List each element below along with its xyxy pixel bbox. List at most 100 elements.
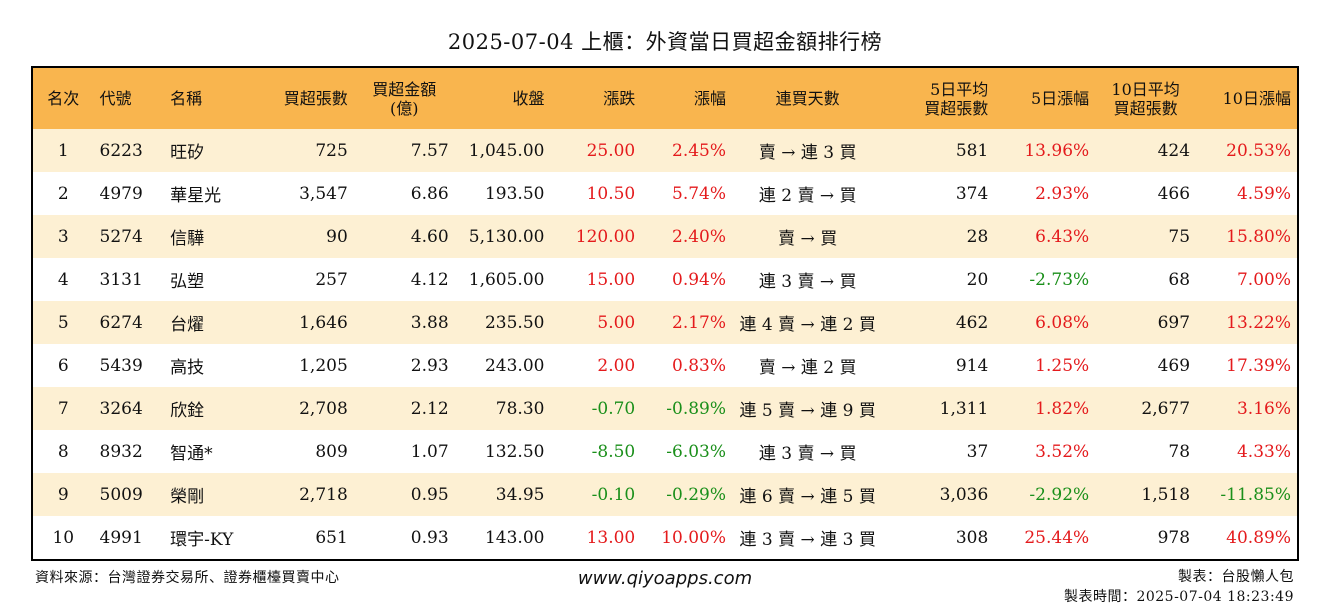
cell-net-buy-amount: 6.86 (410, 183, 449, 204)
cell-name: 智通* (170, 444, 213, 464)
cell-net-buy-lots: 90 (326, 226, 348, 247)
cell-avg10-lots: 1,518 (1141, 484, 1191, 505)
cell-change-pct: -0.89% (666, 398, 727, 419)
header-pct10: 10日漲幅 (1222, 89, 1291, 108)
cell-net-buy-amount: 0.93 (410, 527, 449, 548)
cell-net-buy-lots: 257 (315, 269, 348, 290)
cell-code: 3264 (99, 398, 143, 419)
cell-rank: 7 (57, 398, 69, 419)
ranking-table: 名次 代號 名稱 買超張數 買超金額 (億) 收盤 漲跌 漲幅 連買天數 5日平均 買超張數 5日漲幅 1… (31, 66, 1299, 561)
cell-consecutive-days: 賣 → 連 3 買 (758, 143, 857, 163)
cell-name: 弘塑 (170, 272, 205, 292)
maker-label: 製表：台股懶人包 (1178, 569, 1294, 585)
cell-consecutive-days: 連 3 賣 → 連 3 買 (739, 530, 876, 550)
header-name: 名稱 (170, 89, 203, 108)
cell-net-buy-amount: 2.12 (410, 398, 449, 419)
cell-avg10-lots: 2,677 (1141, 398, 1191, 419)
cell-avg10-lots: 466 (1157, 183, 1191, 204)
table-row[interactable]: 2 4979 華星光 3,547 6.86 193.50 10.50 5.74% 連 2 賣 →… (33, 172, 1297, 215)
table-row[interactable]: 7 3264 欣銓 2,708 2.12 78.30 -0.70 -0.89% 連 5 賣 → … (33, 387, 1297, 430)
cell-pct5: 25.44% (1024, 527, 1090, 548)
header-avg10-lots: 10日平均 買超張數 (1111, 79, 1180, 118)
table-row[interactable]: 5 6274 台燿 1,646 3.88 235.50 5.00 2.17% 連 4 賣 → 連… (33, 301, 1297, 344)
table-row[interactable]: 3 5274 信驊 90 4.60 5,130.00 120.00 2.40% 賣 → 買 28 6… (33, 215, 1297, 258)
table-row[interactable]: 9 5009 榮剛 2,718 0.95 34.95 -0.10 -0.29% 連 6 賣 → … (33, 473, 1297, 516)
cell-change: 15.00 (586, 269, 636, 290)
cell-code: 3131 (99, 269, 143, 290)
cell-net-buy-amount: 0.95 (410, 484, 449, 505)
table-row[interactable]: 10 4991 環宇-KY 651 0.93 143.00 13.00 10.00% 連 3 賣… (33, 516, 1297, 559)
header-change-pct: 漲幅 (694, 89, 727, 108)
cell-change: 10.50 (586, 183, 636, 204)
cell-net-buy-lots: 1,646 (299, 312, 348, 333)
cell-avg5-lots: 37 (966, 441, 989, 462)
cell-consecutive-days: 連 3 賣 → 買 (758, 444, 857, 464)
cell-avg5-lots: 462 (955, 312, 989, 333)
cell-change: 2.00 (597, 355, 636, 376)
cell-net-buy-amount: 4.12 (410, 269, 449, 290)
cell-net-buy-lots: 1,205 (299, 355, 348, 376)
table-row[interactable]: 8 8932 智通* 809 1.07 132.50 -8.50 -6.03% 連 3 賣 → … (33, 430, 1297, 473)
cell-rank: 9 (57, 484, 69, 505)
table-row[interactable]: 6 5439 高技 1,205 2.93 243.00 2.00 0.83% 賣 → 連 2 買… (33, 344, 1297, 387)
header-avg5-lots: 5日平均 買超張數 (924, 79, 989, 118)
cell-rank: 2 (57, 183, 69, 204)
cell-rank: 1 (57, 140, 69, 161)
cell-pct10: 13.22% (1226, 312, 1291, 333)
cell-name: 欣銓 (170, 401, 205, 421)
cell-change: -0.10 (591, 484, 636, 505)
cell-rank: 6 (57, 355, 69, 376)
cell-avg5-lots: 308 (955, 527, 989, 548)
cell-consecutive-days: 連 6 賣 → 連 5 買 (739, 487, 876, 507)
cell-change-pct: 10.00% (661, 527, 727, 548)
cell-change-pct: 5.74% (672, 183, 727, 204)
cell-pct10: 7.00% (1236, 269, 1291, 290)
table-row[interactable]: 4 3131 弘塑 257 4.12 1,605.00 15.00 0.94% 連 3 賣 → … (33, 258, 1297, 301)
cell-pct5: 13.96% (1024, 140, 1090, 161)
cell-pct5: 3.52% (1035, 441, 1090, 462)
made-time: 製表時間：2025-07-04 18:23:49 (1063, 589, 1294, 605)
cell-change: 25.00 (586, 140, 636, 161)
website-link[interactable]: www.qiyoapps.com (577, 568, 753, 589)
maker-info: 製表：台股懶人包 製表時間：2025-07-04 18:23:49 (1064, 567, 1294, 607)
cell-net-buy-amount: 4.60 (410, 226, 449, 247)
cell-code: 4979 (99, 183, 143, 204)
cell-avg5-lots: 1,311 (939, 398, 989, 419)
cell-avg5-lots: 20 (966, 269, 989, 290)
cell-net-buy-lots: 2,718 (299, 484, 348, 505)
cell-close: 235.50 (484, 312, 545, 333)
cell-net-buy-lots: 3,547 (299, 183, 348, 204)
data-source: 資料來源：台灣證券交易所、證券櫃檯買賣中心 (35, 570, 340, 586)
cell-pct5: 6.08% (1035, 312, 1090, 333)
header-close: 收盤 (512, 89, 545, 108)
cell-avg5-lots: 28 (966, 226, 989, 247)
cell-pct5: 1.25% (1035, 355, 1090, 376)
cell-pct10: 15.80% (1226, 226, 1291, 247)
header-rank: 名次 (47, 89, 80, 108)
cell-close: 243.00 (484, 355, 545, 376)
cell-net-buy-amount: 3.88 (410, 312, 449, 333)
cell-pct10: 4.59% (1236, 183, 1291, 204)
cell-close: 193.50 (484, 183, 545, 204)
header-net-buy-lots: 買超張數 (283, 89, 348, 108)
cell-close: 143.00 (484, 527, 545, 548)
cell-code: 5439 (99, 355, 143, 376)
cell-change-pct: 2.17% (672, 312, 727, 333)
cell-avg10-lots: 978 (1157, 527, 1191, 548)
cell-net-buy-lots: 725 (315, 140, 348, 161)
cell-close: 78.30 (495, 398, 545, 419)
cell-pct5: 1.82% (1035, 398, 1090, 419)
cell-code: 6223 (99, 140, 143, 161)
cell-net-buy-lots: 2,708 (299, 398, 348, 419)
cell-close: 132.50 (484, 441, 545, 462)
cell-avg10-lots: 78 (1168, 441, 1191, 462)
header-net-buy-amount: 買超金額 (億) (372, 79, 437, 118)
cell-avg5-lots: 914 (955, 355, 989, 376)
header-code: 代號 (99, 89, 132, 108)
cell-net-buy-amount: 7.57 (410, 140, 449, 161)
cell-avg5-lots: 581 (955, 140, 989, 161)
cell-close: 1,045.00 (468, 140, 545, 161)
table-row[interactable]: 1 6223 旺矽 725 7.57 1,045.00 25.00 2.45% 賣 → 連 3 … (33, 129, 1297, 172)
cell-consecutive-days: 連 3 賣 → 買 (758, 272, 857, 292)
cell-code: 4991 (99, 527, 143, 548)
